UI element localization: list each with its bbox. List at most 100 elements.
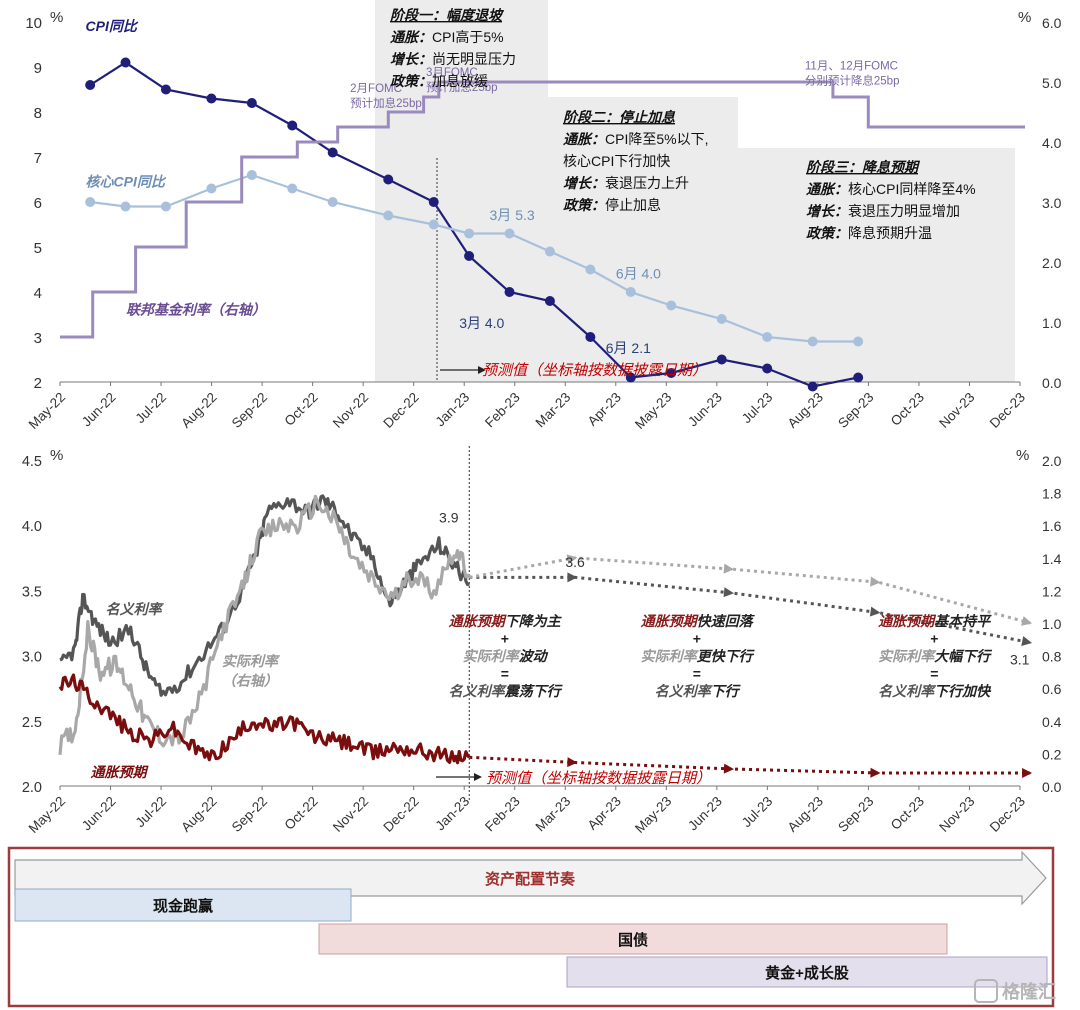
data-point: [383, 210, 394, 221]
series-label: （右轴）: [222, 673, 278, 689]
scenario-part: =: [693, 666, 701, 682]
x-tick-label: May-22: [26, 390, 68, 432]
scenario-part: 下行: [711, 683, 742, 699]
x-tick-label: Mar-23: [533, 794, 574, 835]
series-line-fed-funds: [60, 80, 1025, 339]
forecast-arrowhead: [567, 757, 578, 768]
allocation-bar: [14, 888, 352, 922]
data-point: [585, 332, 596, 342]
data-label: 3月 5.3: [490, 207, 535, 223]
scenario-part: 名义利率: [449, 683, 508, 699]
scenario-line: =: [930, 666, 938, 682]
y-right-tick-label: 1.2: [1042, 583, 1062, 599]
series-label: 实际利率: [222, 653, 281, 669]
phase-value: 降息预期升温: [848, 225, 932, 241]
allocation-bar: [566, 956, 1048, 988]
scenario-part: 更快下行: [697, 648, 756, 664]
phase-value: CPI降至5%以下,: [605, 131, 708, 147]
data-point: [762, 363, 773, 374]
y-right-tick-label: 0.0: [1042, 779, 1062, 795]
data-point: [544, 246, 555, 257]
x-tick-label: Sep-22: [229, 794, 270, 835]
forecast-note: 预测值（坐标轴按数据披露日期）: [482, 362, 707, 379]
data-point: [120, 201, 131, 212]
fomc-annotation: 预计加息25bp: [426, 80, 498, 94]
data-label: 3.6: [565, 554, 585, 570]
fomc-annotation: 2月FOMC: [350, 83, 402, 95]
scenario-line: 实际利率大幅下行: [878, 648, 993, 664]
data-point: [853, 336, 864, 347]
scenario-part: 实际利率: [641, 648, 700, 664]
x-tick-label: Sep-22: [229, 390, 270, 431]
data-point: [327, 197, 338, 207]
phase-key: 政策：: [806, 225, 848, 241]
phase-key: 增长：: [390, 51, 432, 67]
phase-one-shade: [375, 0, 548, 382]
phase-key: 通胀：: [390, 29, 432, 45]
x-tick-label: Jun-22: [79, 794, 119, 834]
x-tick-label: Oct-22: [281, 794, 320, 833]
x-tick-label: Jan-23: [433, 390, 473, 430]
data-point: [625, 372, 636, 383]
y-left-unit: %: [50, 9, 63, 26]
forecast-arrowhead: [478, 366, 486, 374]
forecast-arrowhead: [567, 572, 578, 583]
x-tick-label: Aug-22: [178, 794, 219, 835]
x-tick-label: Aug-23: [785, 390, 826, 431]
x-tick-label: Jul-22: [133, 794, 170, 831]
forecast-arrowhead: [869, 606, 881, 617]
scenario-line: 通胀预期下降为主: [449, 613, 563, 629]
allocation-bar-label: 现金跑赢: [153, 897, 213, 915]
bottom-chart-labels: 名义利率实际利率（右轴）通胀预期3.93.63.1通胀预期下降为主+实际利率波动…: [91, 510, 1030, 787]
scenario-part: 通胀预期: [641, 613, 700, 629]
x-tick-label: Sep-23: [835, 390, 876, 431]
forecast-arrowhead: [870, 576, 881, 587]
phase-key: 通胀：: [806, 181, 848, 197]
scenario-line: 通胀预期快速回落: [641, 613, 756, 629]
phase-two-shade: [548, 97, 738, 382]
phase-text: 增长：衰退压力上升: [563, 175, 689, 191]
data-point: [807, 336, 818, 347]
x-tick-label: May-23: [632, 390, 674, 432]
data-point: [853, 372, 864, 383]
y-right-tick-label: 5.0: [1042, 75, 1062, 91]
series-label: 通胀预期: [91, 764, 150, 780]
phase-text: 政策：加息放缓: [390, 73, 488, 89]
phase-three-shade: [738, 148, 1015, 382]
x-tick-label: Nov-22: [330, 390, 371, 431]
x-tick-label: Jun-23: [685, 390, 725, 430]
y-right-tick-label: 2.0: [1042, 453, 1062, 469]
data-point: [428, 197, 439, 207]
y-right-tick-label: 0.8: [1042, 649, 1062, 665]
data-label: 3.9: [439, 510, 459, 526]
scenario-part: 名义利率: [878, 683, 937, 699]
forecast-arrowhead: [723, 587, 734, 598]
phase-text: 阶段二：停止加息: [563, 109, 676, 125]
scenario-part: 通胀预期: [878, 613, 937, 629]
y-right-tick-label: 1.4: [1042, 551, 1062, 567]
forecast-arrowhead: [1022, 768, 1033, 778]
y-left-tick-label: 6: [34, 195, 42, 212]
data-point: [120, 57, 131, 68]
phase-backgrounds: [375, 0, 1015, 382]
data-point: [762, 332, 773, 342]
y-right-tick-label: 0.2: [1042, 746, 1062, 762]
scenario-part: 下行加快: [934, 683, 992, 699]
y-left-tick-label: 10: [25, 15, 42, 32]
phase-title: 阶段三：降息预期: [806, 159, 921, 175]
data-point: [464, 251, 475, 261]
data-point: [327, 147, 338, 158]
data-point: [287, 183, 298, 194]
scenario-part: 大幅下行: [934, 648, 993, 664]
phase-key: 通胀：: [563, 131, 605, 147]
phase-title: 阶段二：停止加息: [563, 109, 676, 125]
scenario-part: 基本持平: [934, 613, 992, 629]
y-right-unit: %: [1016, 447, 1029, 464]
forecast-arrowhead: [1021, 636, 1033, 646]
data-point: [716, 354, 727, 365]
phase-key: 增长：: [563, 175, 605, 191]
watermark-text: 格隆汇: [1002, 981, 1056, 1002]
scenario-part: 震荡下行: [504, 683, 564, 699]
top-chart-series: [60, 57, 1025, 392]
